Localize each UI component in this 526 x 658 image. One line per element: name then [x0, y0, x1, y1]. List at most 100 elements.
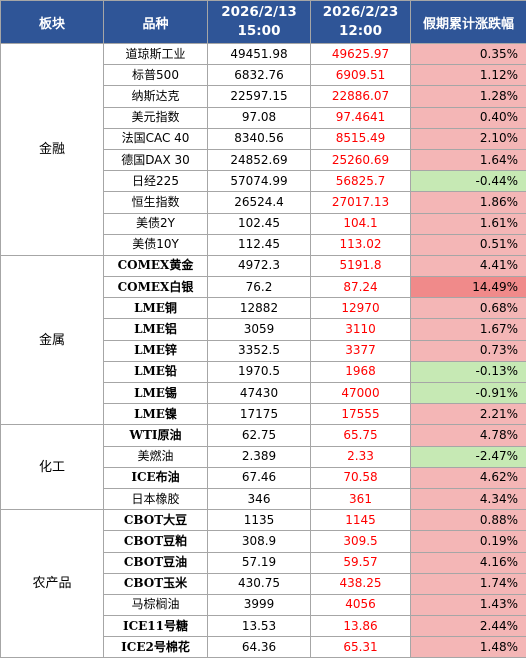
value-after: 12970	[311, 298, 411, 319]
change-percent: 1.12%	[411, 65, 526, 86]
change-percent: 1.64%	[411, 149, 526, 170]
variety-name: CBOT大豆	[104, 510, 208, 531]
value-before: 47430	[208, 383, 311, 404]
value-before: 3999	[208, 594, 311, 615]
header-sector: 板块	[1, 1, 104, 44]
value-after: 3110	[311, 319, 411, 340]
change-percent: 2.44%	[411, 616, 526, 637]
value-before: 64.36	[208, 637, 311, 658]
value-after: 25260.69	[311, 149, 411, 170]
value-before: 13.53	[208, 616, 311, 637]
value-after: 17555	[311, 404, 411, 425]
value-before: 97.08	[208, 107, 311, 128]
value-before: 57.19	[208, 552, 311, 573]
variety-name: 纳斯达克	[104, 86, 208, 107]
value-before: 49451.98	[208, 44, 311, 65]
sector-label: 农产品	[1, 510, 104, 658]
value-before: 3352.5	[208, 340, 311, 361]
value-after: 438.25	[311, 573, 411, 594]
variety-name: ICE布油	[104, 467, 208, 488]
value-before: 26524.4	[208, 192, 311, 213]
variety-name: 法国CAC 40	[104, 128, 208, 149]
header-change: 假期累计涨跌幅	[411, 1, 526, 44]
variety-name: 恒生指数	[104, 192, 208, 213]
change-percent: 4.34%	[411, 488, 526, 509]
variety-name: 马棕榈油	[104, 594, 208, 615]
change-percent: 1.86%	[411, 192, 526, 213]
value-before: 102.45	[208, 213, 311, 234]
value-before: 62.75	[208, 425, 311, 446]
value-after: 27017.13	[311, 192, 411, 213]
variety-name: 美元指数	[104, 107, 208, 128]
change-percent: 1.74%	[411, 573, 526, 594]
value-after: 3377	[311, 340, 411, 361]
change-percent: 2.21%	[411, 404, 526, 425]
change-percent: 4.16%	[411, 552, 526, 573]
variety-name: 德国DAX 30	[104, 149, 208, 170]
change-percent: 2.10%	[411, 128, 526, 149]
value-after: 2.33	[311, 446, 411, 467]
variety-name: CBOT玉米	[104, 573, 208, 594]
value-after: 1145	[311, 510, 411, 531]
value-before: 1970.5	[208, 361, 311, 382]
value-before: 67.46	[208, 467, 311, 488]
variety-name: 日经225	[104, 171, 208, 192]
change-percent: 4.62%	[411, 467, 526, 488]
value-after: 4056	[311, 594, 411, 615]
change-percent: 0.68%	[411, 298, 526, 319]
value-before: 8340.56	[208, 128, 311, 149]
change-percent: 14.49%	[411, 277, 526, 298]
value-after: 65.31	[311, 637, 411, 658]
variety-name: WTI原油	[104, 425, 208, 446]
change-percent: -0.13%	[411, 361, 526, 382]
value-before: 346	[208, 488, 311, 509]
value-after: 49625.97	[311, 44, 411, 65]
sector-label: 化工	[1, 425, 104, 510]
value-before: 6832.76	[208, 65, 311, 86]
value-before: 3059	[208, 319, 311, 340]
header-row: 板块 品种 2026/2/13 15:00 2026/2/23 12:00 假期…	[1, 1, 526, 44]
value-after: 5191.8	[311, 255, 411, 276]
value-after: 8515.49	[311, 128, 411, 149]
header-date1-time: 15:00	[208, 22, 310, 41]
value-after: 309.5	[311, 531, 411, 552]
header-variety: 品种	[104, 1, 208, 44]
value-before: 430.75	[208, 573, 311, 594]
variety-name: ICE2号棉花	[104, 637, 208, 658]
value-before: 17175	[208, 404, 311, 425]
value-before: 22597.15	[208, 86, 311, 107]
change-percent: 4.78%	[411, 425, 526, 446]
change-percent: 0.51%	[411, 234, 526, 255]
change-percent: 0.88%	[411, 510, 526, 531]
change-percent: -0.91%	[411, 383, 526, 404]
value-after: 70.58	[311, 467, 411, 488]
value-before: 4972.3	[208, 255, 311, 276]
value-after: 361	[311, 488, 411, 509]
header-date2: 2026/2/23 12:00	[311, 1, 411, 44]
variety-name: 美燃油	[104, 446, 208, 467]
value-after: 56825.7	[311, 171, 411, 192]
value-after: 65.75	[311, 425, 411, 446]
value-before: 76.2	[208, 277, 311, 298]
value-after: 13.86	[311, 616, 411, 637]
header-date2-time: 12:00	[311, 22, 410, 41]
change-percent: -2.47%	[411, 446, 526, 467]
value-after: 59.57	[311, 552, 411, 573]
variety-name: CBOT豆油	[104, 552, 208, 573]
value-before: 112.45	[208, 234, 311, 255]
value-before: 57074.99	[208, 171, 311, 192]
change-percent: 1.61%	[411, 213, 526, 234]
value-after: 1968	[311, 361, 411, 382]
variety-name: 日本橡胶	[104, 488, 208, 509]
change-percent: 4.41%	[411, 255, 526, 276]
change-percent: 0.19%	[411, 531, 526, 552]
change-percent: 1.48%	[411, 637, 526, 658]
sector-label: 金融	[1, 44, 104, 256]
value-before: 24852.69	[208, 149, 311, 170]
value-after: 22886.07	[311, 86, 411, 107]
